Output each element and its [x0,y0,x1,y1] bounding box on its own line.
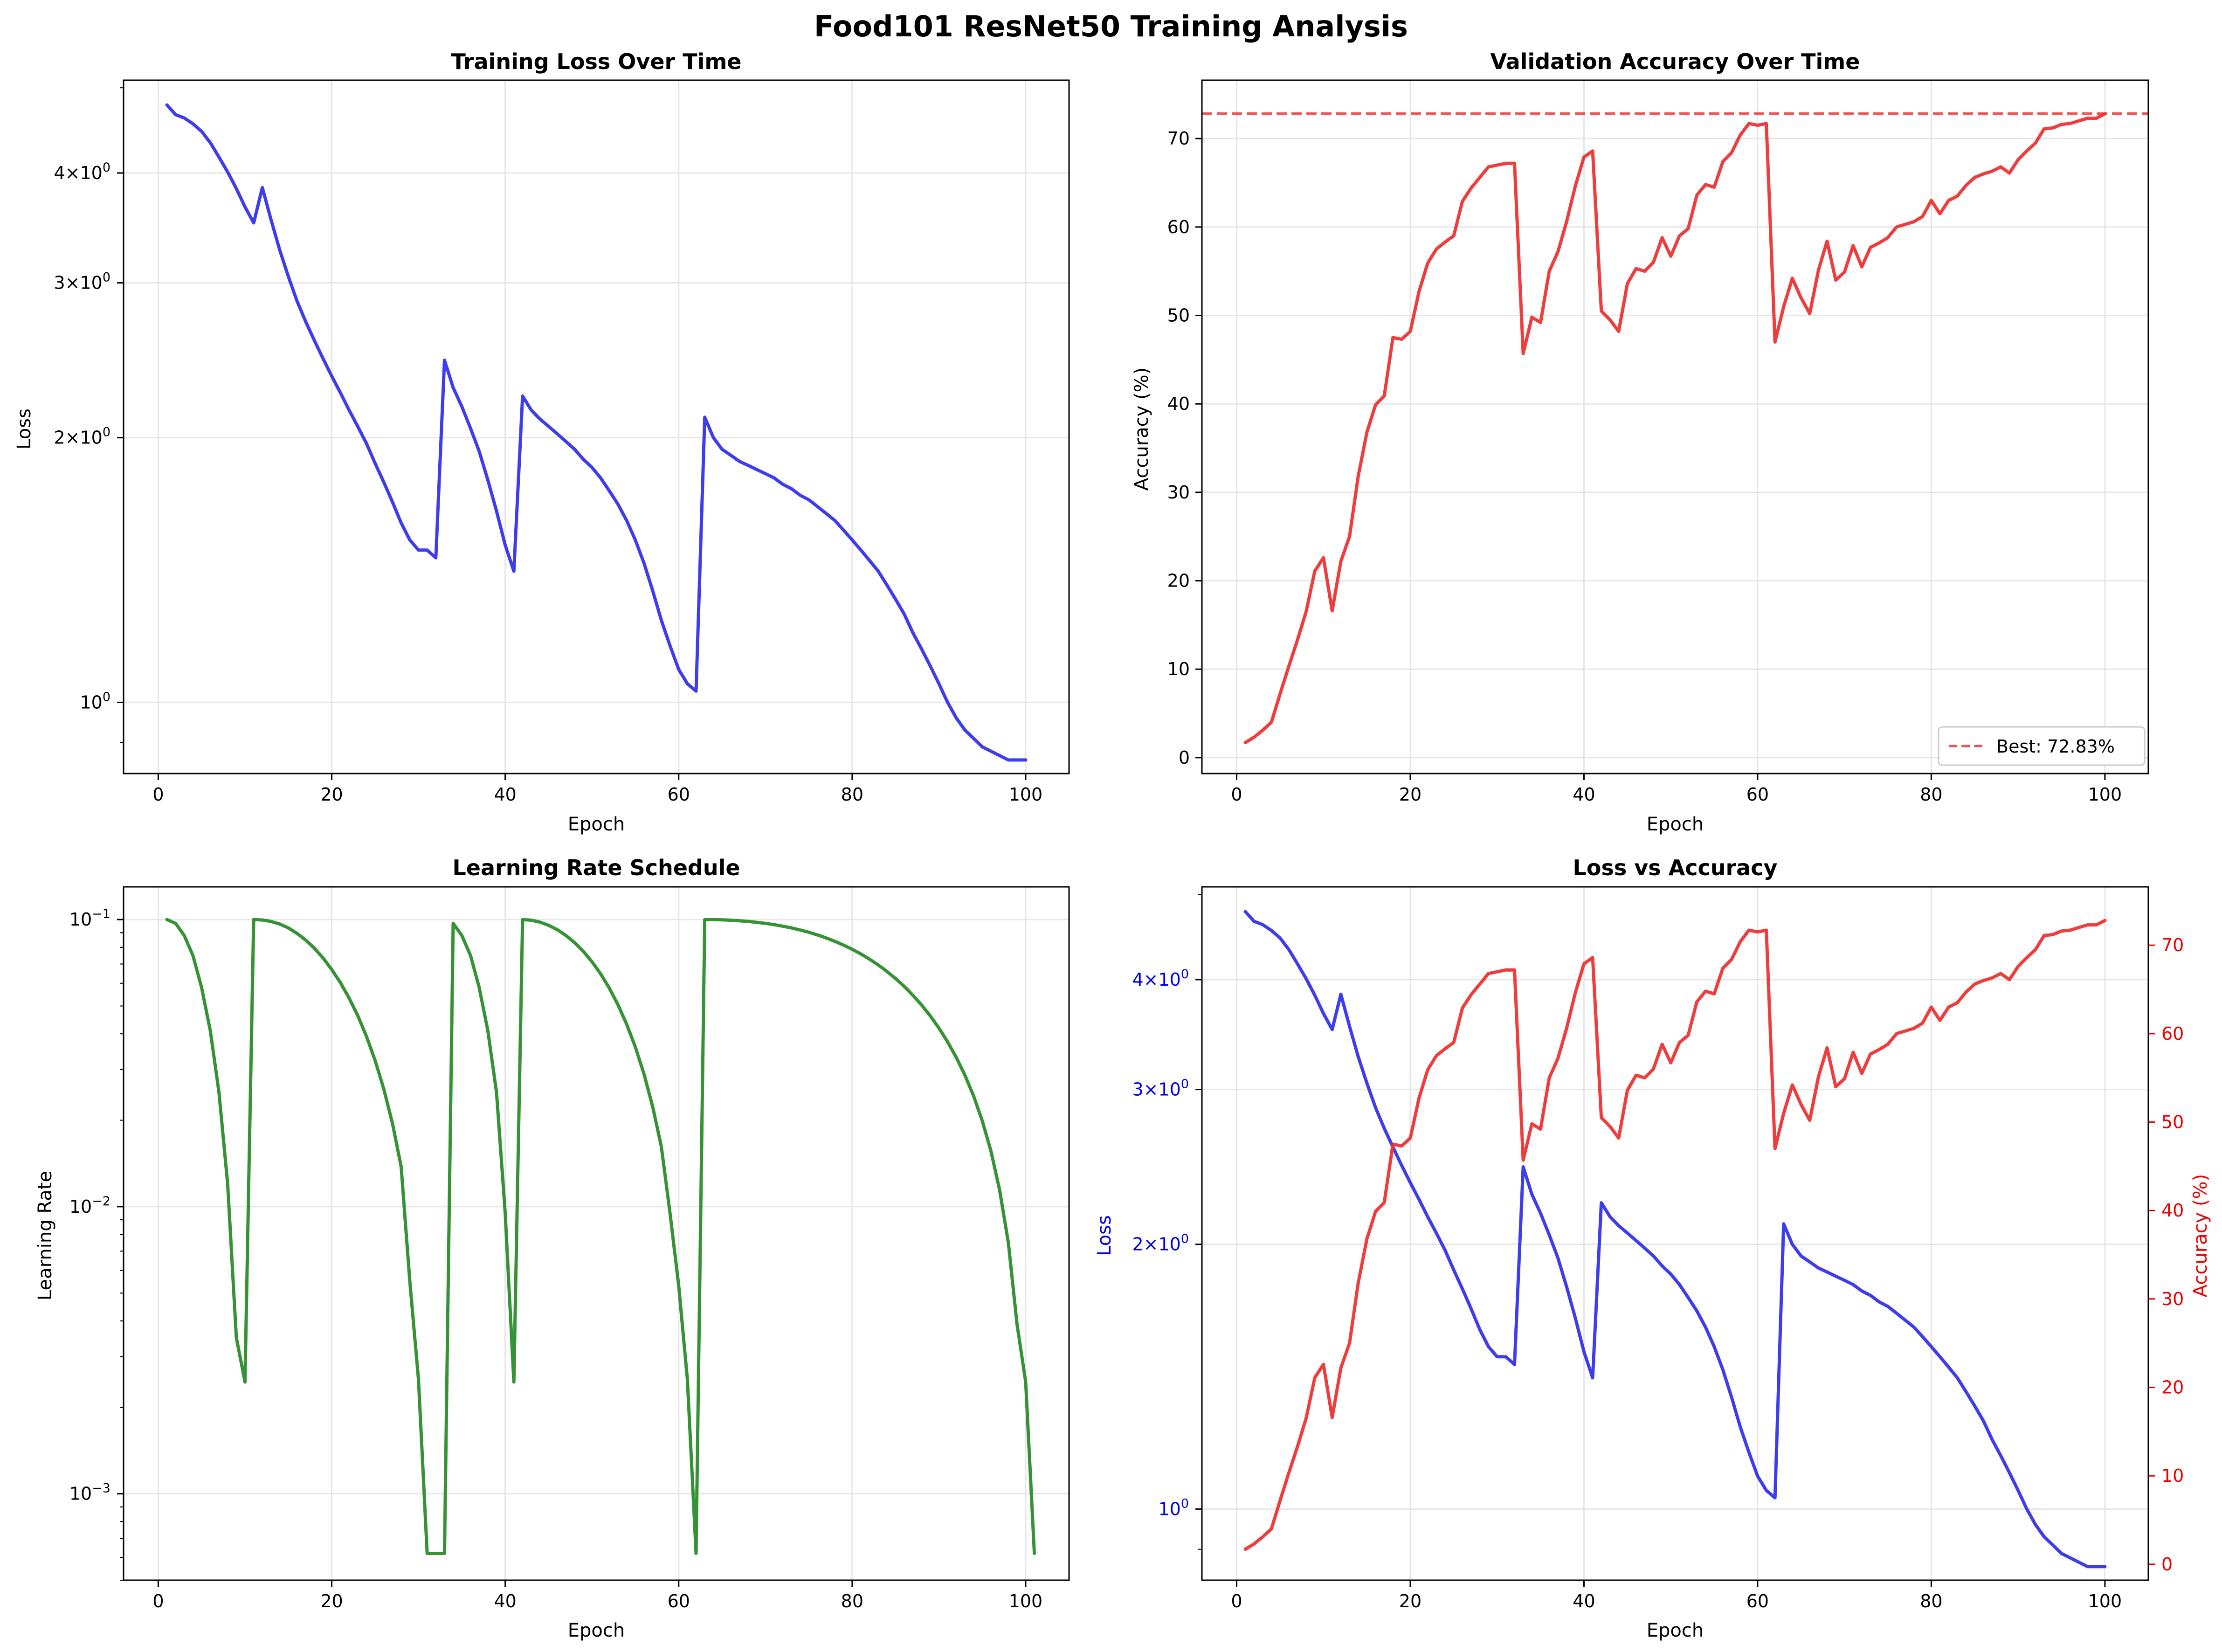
y-tick-label: 40 [2161,1200,2184,1221]
y-tick-label: 50 [2161,1112,2184,1133]
loss-xlabel: Epoch [568,814,625,835]
x-tick-label: 60 [668,784,690,805]
x-tick-label: 100 [1009,784,1043,805]
x-tick-label: 0 [1231,784,1242,805]
lva-xlabel: Epoch [1647,1620,1704,1641]
lr-plot: 0 20 40 60 80 100 10−3 10−2 10−1 [69,886,1070,1611]
accuracy-xlabel: Epoch [1647,814,1704,835]
x-tick-label: 60 [1746,1591,1769,1611]
x-tick-label: 80 [841,784,863,805]
y-tick-label: 3×100 [1132,1077,1189,1100]
lva-loss-line [1243,910,2107,1569]
x-tick-label: 100 [1009,1591,1043,1611]
x-tick-label: 0 [1231,1591,1242,1611]
y-tick-label: 30 [1167,482,1190,503]
lr-xlabel: Epoch [568,1620,625,1641]
x-tick-label: 80 [841,1591,863,1611]
loss-ylabel: Loss [14,408,35,449]
y-tick-label: 2×100 [1132,1232,1189,1255]
lva-title: Loss vs Accuracy [1573,855,1778,880]
y-tick-label: 70 [2161,935,2184,955]
x-tick-label: 40 [494,784,516,805]
y-tick-label: 50 [1167,305,1190,326]
y-tick-label: 20 [2161,1377,2184,1398]
y-tick-label: 4×100 [1132,967,1189,990]
y-tick-label: 10 [1167,659,1190,679]
y-tick-label: 20 [1167,571,1190,591]
y-tick-label: 10−2 [69,1194,110,1217]
panel-training-loss: Training Loss Over Time 0 20 40 60 80 100 100 2… [14,49,1070,835]
plot-frame [123,79,1070,774]
lr-ylabel: Learning Rate [35,1171,56,1300]
legend-entry-best: Best: 72.83% [1996,736,2115,757]
plot-frame [1201,886,2149,1581]
y-tick-label: 4×100 [54,160,110,183]
plot-frame [123,886,1070,1581]
lr-title: Learning Rate Schedule [452,855,740,880]
loss-title: Training Loss Over Time [451,49,742,74]
y-tick-label: 10 [2161,1465,2184,1486]
x-tick-label: 40 [1573,784,1595,805]
y-tick-label: 100 [80,690,110,712]
panel-loss-vs-accuracy: Loss vs Accuracy 0 20 40 60 80 1001002×1003×1… [1094,855,2211,1641]
y-tick-label: 0 [1179,747,1190,768]
accuracy-line [1243,112,2107,745]
accuracy-plot: 0 20 40 60 80 100 0 10 20 30 40 50 60 70 [1167,79,2149,805]
y-tick-label: 40 [1167,394,1190,414]
x-tick-label: 80 [1920,784,1942,805]
y-tick-label: 60 [2161,1023,2184,1044]
y-tick-label: 30 [2161,1289,2184,1309]
accuracy-ylabel: Accuracy (%) [1131,367,1152,491]
y-tick-label: 70 [1167,128,1190,149]
accuracy-legend: Best: 72.83% [1938,726,2146,766]
x-tick-label: 80 [1920,1591,1942,1611]
x-tick-label: 60 [1746,784,1769,805]
loss-plot: 0 20 40 60 80 100 100 2×100 3×100 4×100 [54,79,1070,805]
x-tick-label: 0 [152,1591,164,1611]
learning-rate-line [165,918,1036,1555]
lva-plot: 0 20 40 60 80 100 100 2×100 3×100 4×100 0 10 20 30 40 5… [1132,886,2184,1611]
x-tick-label: 0 [152,784,164,805]
y-tick-label: 2×100 [54,425,110,448]
y-tick-label: 10−1 [69,907,110,930]
x-tick-label: 100 [2088,1591,2122,1611]
x-tick-label: 40 [494,1591,516,1611]
loss-line [165,103,1028,762]
y-tick-label: 100 [1158,1496,1189,1519]
legend-box [1938,726,2146,766]
x-tick-label: 20 [320,1591,343,1611]
x-tick-label: 100 [2088,784,2122,805]
lva-accuracy-line [1243,919,2107,1551]
y-tick-label: 0 [2161,1554,2173,1575]
y-tick-label: 3×100 [54,270,110,293]
figure-title: Food101 ResNet50 Training Analysis [814,9,1408,43]
panel-validation-accuracy: Validation Accuracy Over Time 0 20 40 60 80 1… [1131,49,2149,835]
plot-frame [1201,79,2149,774]
panel-learning-rate: Learning Rate Schedule 0 20 40 60 80 100 10−3 1… [35,855,1070,1641]
x-tick-label: 60 [668,1591,690,1611]
y-tick-label: 60 [1167,217,1190,237]
lva-ylabel-left: Loss [1094,1215,1115,1256]
x-tick-label: 20 [1399,1591,1422,1611]
x-tick-label: 20 [320,784,343,805]
lva-ylabel-right: Accuracy (%) [2190,1174,2211,1298]
accuracy-title: Validation Accuracy Over Time [1491,49,1860,74]
x-tick-label: 40 [1573,1591,1595,1611]
y-tick-label: 10−3 [69,1481,110,1504]
x-tick-label: 20 [1399,784,1422,805]
